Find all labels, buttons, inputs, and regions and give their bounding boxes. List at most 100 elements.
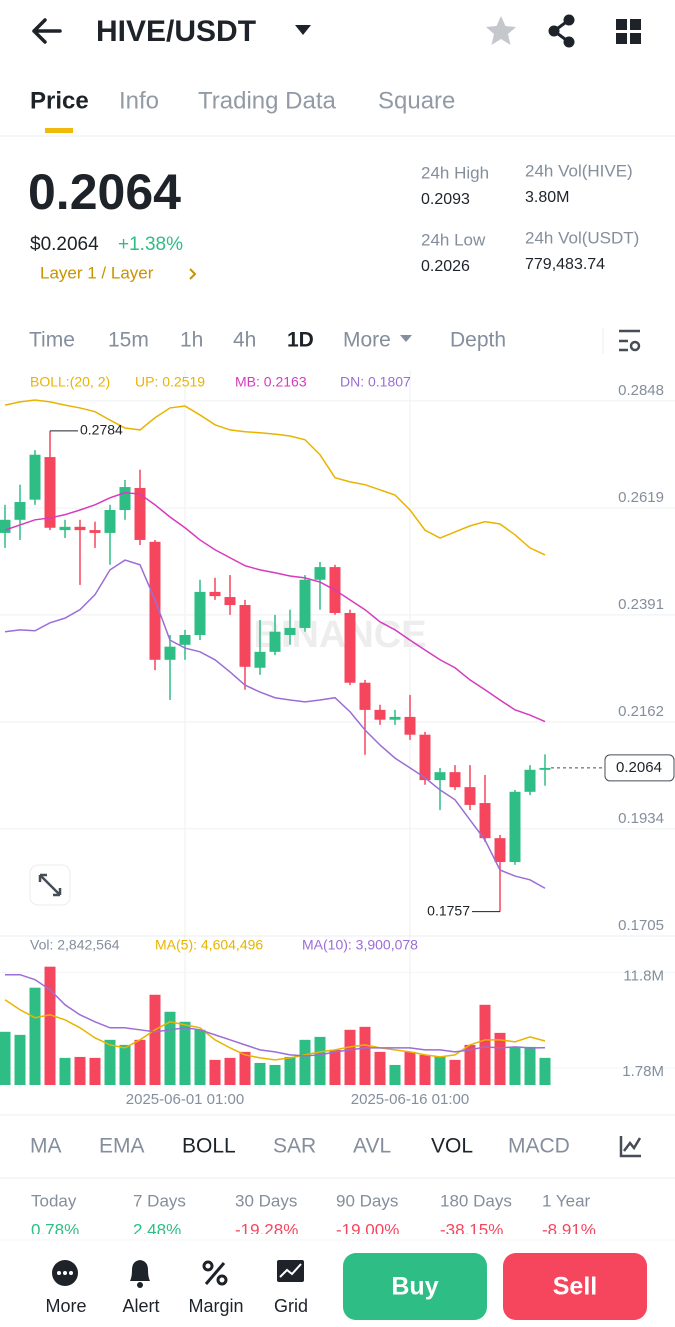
volume-bar	[434, 1056, 446, 1085]
stat-label: 24h Vol(HIVE)	[525, 161, 633, 180]
indicator-tab[interactable]: MACD	[508, 1135, 570, 1158]
last-price-label: 0.2064	[616, 759, 662, 776]
more-arrow	[400, 335, 412, 342]
action-label[interactable]: Alert	[122, 1296, 159, 1316]
y-tick-label: 0.2619	[618, 489, 664, 506]
period-label: 90 Days	[336, 1191, 398, 1210]
tab[interactable]: Trading Data	[198, 87, 337, 114]
candle-body	[449, 772, 461, 788]
more-icon[interactable]	[52, 1260, 78, 1286]
y-tick-label: 0.1705	[618, 917, 664, 934]
candle-body	[434, 772, 446, 781]
candle-body	[539, 767, 551, 770]
buy-button[interactable]	[343, 1253, 487, 1320]
volume-bar	[524, 1046, 536, 1085]
indicator-tab[interactable]: BOLL	[182, 1135, 236, 1158]
back-button[interactable]	[32, 18, 62, 44]
interval[interactable]: 1D	[287, 329, 314, 352]
interval[interactable]: Time	[29, 329, 75, 352]
pair-title[interactable]: HIVE/USDT	[96, 15, 256, 48]
volume-bar	[149, 994, 161, 1085]
sell-button[interactable]	[503, 1253, 647, 1320]
favorite-icon[interactable]	[486, 16, 516, 45]
volume-bar	[59, 1057, 71, 1085]
interval[interactable]: Depth	[450, 329, 506, 352]
y-tick-label: 0.2391	[618, 596, 664, 613]
volume-bar	[164, 1011, 176, 1085]
interval[interactable]: More	[343, 329, 391, 352]
candle-body	[74, 526, 86, 531]
tab[interactable]: Price	[30, 87, 89, 114]
interval[interactable]: 4h	[233, 329, 256, 352]
candle-body	[374, 709, 386, 720]
action-label[interactable]: More	[45, 1296, 86, 1316]
stat-value: 3.80M	[525, 189, 569, 206]
action-label[interactable]: Grid	[274, 1296, 308, 1316]
legend-entry: MA(10): 3,900,078	[302, 937, 418, 953]
indicator-label: BOLL:(20, 2)	[30, 374, 110, 390]
ma-line	[5, 973, 546, 1057]
indicator-settings-icon[interactable]	[619, 1136, 642, 1158]
pair-dropdown[interactable]	[295, 25, 311, 35]
expand-button[interactable]	[29, 864, 71, 906]
interval[interactable]: 1h	[180, 329, 203, 352]
candle-body	[104, 509, 116, 533]
indicator-tab[interactable]: VOL	[431, 1135, 473, 1158]
y-tick-label: 0.1934	[618, 810, 664, 827]
price-change: +1.38%	[118, 234, 183, 255]
tab[interactable]: Square	[378, 87, 455, 114]
legend-entry: MB: 0.2163	[235, 374, 307, 390]
candle-body	[14, 502, 26, 520]
stat-label: 24h High	[421, 163, 489, 182]
alert-icon[interactable]	[130, 1260, 150, 1288]
volume-bar	[494, 1032, 506, 1085]
high-label: 0.2784	[80, 422, 123, 438]
share-icon[interactable]	[548, 14, 575, 48]
volume-bar	[29, 987, 41, 1085]
period-label: 7 Days	[133, 1191, 186, 1210]
volume-bar	[284, 1056, 296, 1085]
buy-label[interactable]: Buy	[391, 1273, 438, 1301]
volume-bar	[119, 1044, 131, 1085]
candle-body	[314, 567, 326, 580]
candle-body	[389, 716, 401, 720]
volume-bar	[254, 1062, 266, 1085]
margin-icon[interactable]	[202, 1260, 228, 1286]
volume-bar	[314, 1036, 326, 1085]
stat-label: 24h Vol(USDT)	[525, 228, 639, 247]
candle-body	[419, 734, 431, 781]
candle-body	[44, 457, 56, 528]
tab[interactable]: Info	[119, 87, 159, 114]
grid-bot-icon[interactable]	[277, 1260, 304, 1282]
action-label[interactable]: Margin	[188, 1296, 243, 1316]
sell-label[interactable]: Sell	[553, 1273, 597, 1301]
x-tick-label: 2025-06-16 01:00	[351, 1091, 469, 1108]
indicator-tab[interactable]: EMA	[99, 1135, 145, 1158]
indicator-tab[interactable]: SAR	[273, 1135, 316, 1158]
watermark: BINANCE	[253, 614, 426, 656]
volume-bar	[479, 1004, 491, 1085]
indicator-tab[interactable]: AVL	[353, 1135, 391, 1158]
volume-bar	[509, 1046, 521, 1085]
candle-body	[239, 605, 251, 667]
grid-icon[interactable]	[616, 19, 641, 44]
period-change: 2.48%	[133, 1220, 181, 1239]
stat-value: 779,483.74	[525, 256, 605, 273]
stat-label: 24h Low	[421, 230, 486, 249]
period-change: -8.91%	[542, 1220, 596, 1239]
interval[interactable]: 15m	[108, 329, 149, 352]
volume-bar	[239, 1051, 251, 1085]
candle-body	[209, 591, 221, 597]
candle-body	[494, 838, 506, 863]
volume-bar	[134, 1039, 146, 1085]
candle-body	[464, 787, 476, 805]
legend-entry: DN: 0.1807	[340, 374, 411, 390]
period-change: -38.15%	[440, 1220, 503, 1239]
chart-settings-icon[interactable]	[619, 329, 641, 352]
last-price: 0.2064	[28, 164, 181, 220]
indicator-tab[interactable]: MA	[30, 1135, 62, 1158]
volume-bar	[299, 1039, 311, 1085]
tag-link[interactable]: Layer 1 / Layer	[40, 263, 154, 282]
legend-entry: Vol: 2,842,564	[30, 937, 120, 953]
